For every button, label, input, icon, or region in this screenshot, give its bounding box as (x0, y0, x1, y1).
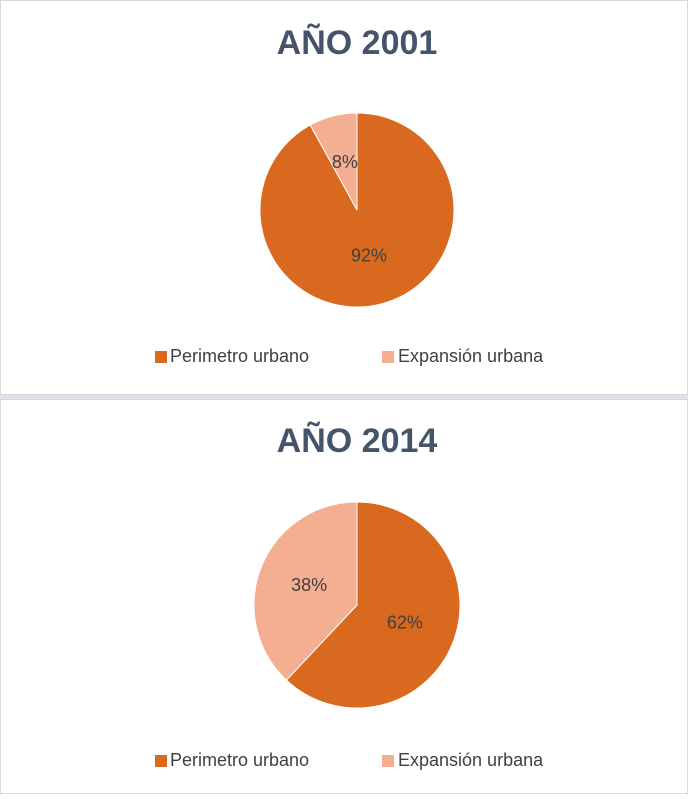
legend-label: Perimetro urbano (170, 750, 309, 770)
pie-slice (309, 112, 358, 211)
legend-label: Perimetro urbano (170, 346, 309, 366)
legend-label: Expansión urbana (398, 346, 544, 366)
legend-swatch (155, 755, 167, 767)
chart-title: AÑO 2014 (277, 422, 438, 460)
data-label: 92% (351, 246, 387, 266)
pie-slice (285, 501, 461, 709)
data-label: 8% (332, 152, 358, 172)
legend-label: Expansión urbana (398, 750, 544, 770)
data-label: 62% (387, 613, 423, 633)
pie-slice (259, 112, 455, 308)
chart-title: AÑO 2001 (277, 24, 438, 62)
legend-swatch (382, 755, 394, 767)
pie-slice (253, 501, 358, 681)
legend-swatch (382, 351, 394, 363)
data-label: 38% (291, 575, 327, 595)
legend-swatch (155, 351, 167, 363)
separator (0, 395, 688, 399)
